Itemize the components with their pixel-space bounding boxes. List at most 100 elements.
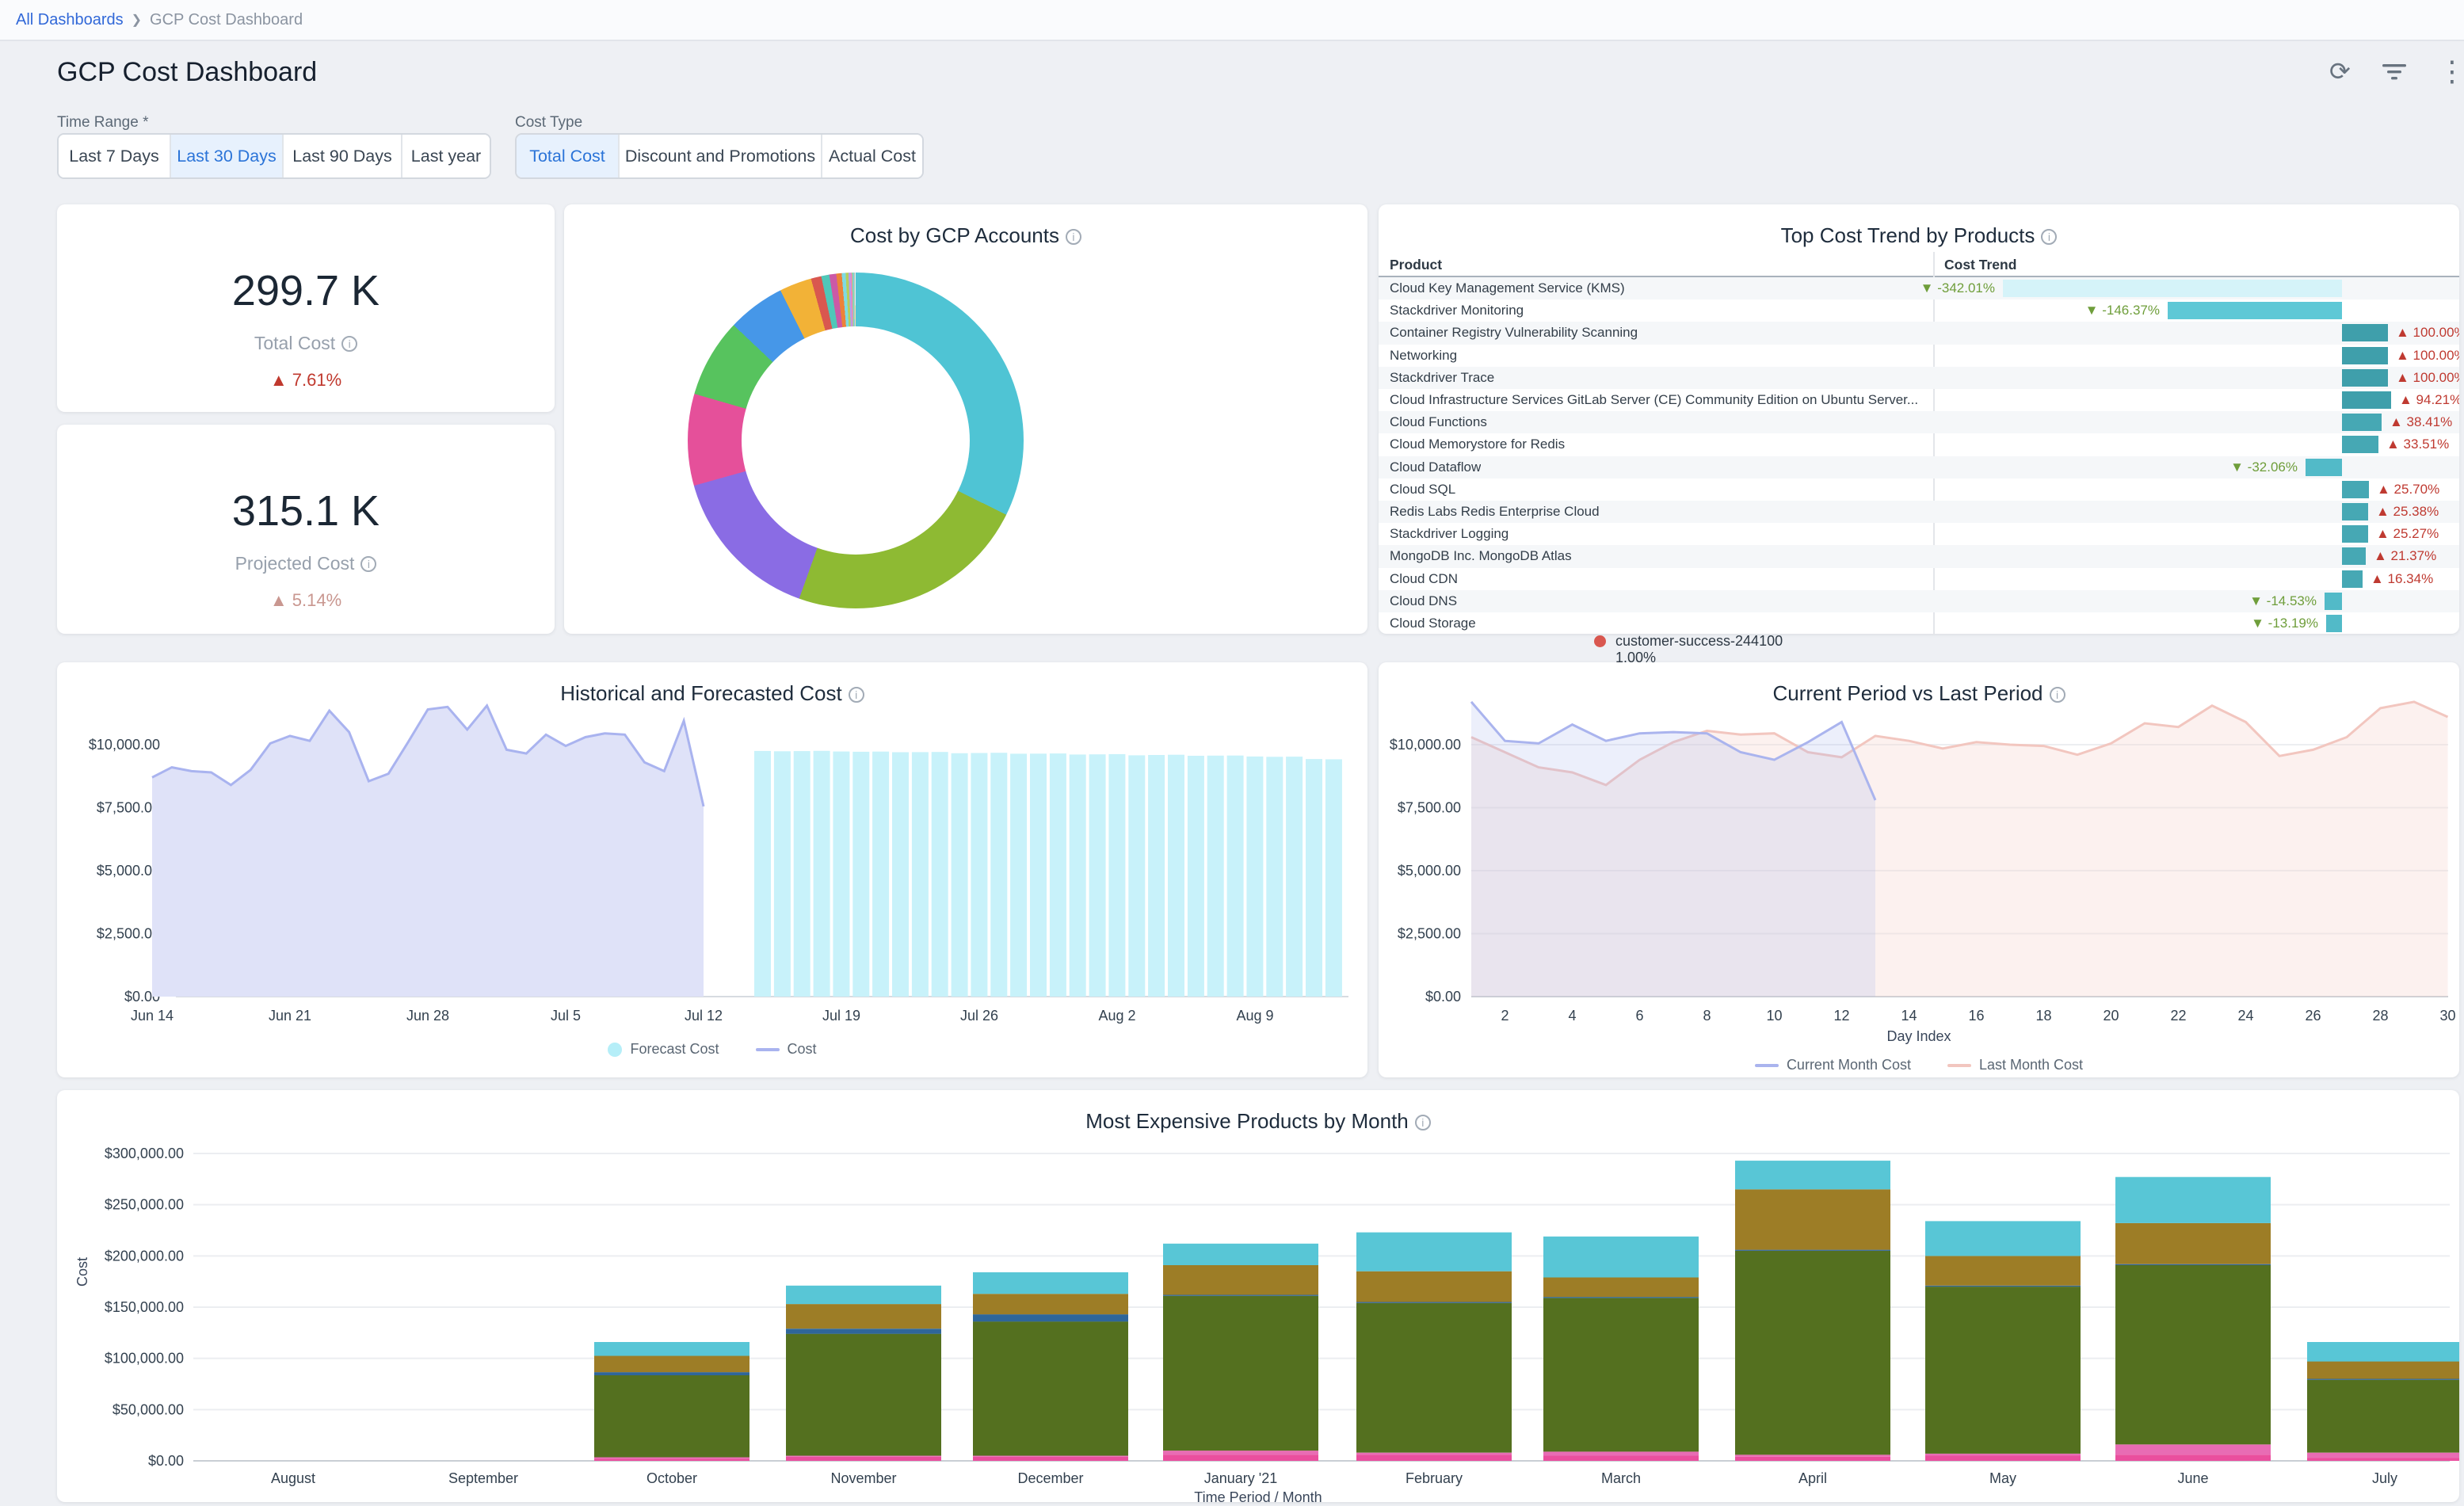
period-chart-legend: Current Month Cost Last Month Cost — [1379, 1057, 2459, 1073]
svg-text:November: November — [830, 1470, 896, 1486]
trend-bar — [2168, 302, 2342, 319]
filter-icon[interactable] — [2381, 59, 2408, 83]
svg-text:24: 24 — [2237, 1008, 2253, 1024]
projected-cost-delta: ▲ 5.14% — [57, 590, 555, 611]
table-row[interactable]: Container Registry Vulnerability Scannin… — [1379, 322, 2459, 344]
x-axis-label: Day Index — [1379, 1028, 2459, 1045]
svg-text:$0.00: $0.00 — [148, 1453, 184, 1469]
trend-bar — [2342, 324, 2388, 341]
info-icon[interactable]: i — [360, 556, 376, 572]
svg-text:April: April — [1798, 1470, 1827, 1486]
trend-bar — [2342, 547, 2366, 565]
trend-bar — [2342, 369, 2388, 387]
legend-dot — [1594, 635, 1606, 647]
table-row[interactable]: Cloud Key Management Service (KMS)▼ -342… — [1379, 277, 2459, 299]
svg-text:22: 22 — [2170, 1008, 2186, 1024]
top-cost-trend-card: Top Cost Trend by Productsi Product Cost… — [1379, 204, 2459, 634]
x-axis-label: Time Period / Month — [57, 1489, 2459, 1506]
legend-line — [756, 1048, 780, 1051]
table-row[interactable]: Cloud Infrastructure Services GitLab Ser… — [1379, 389, 2459, 411]
trend-percent: ▼ -146.37% — [2085, 303, 2160, 318]
svg-text:Jul 26: Jul 26 — [960, 1008, 998, 1024]
trend-percent: ▲ 25.70% — [2377, 482, 2439, 498]
page-title: GCP Cost Dashboard — [57, 57, 317, 88]
table-row[interactable]: Cloud SQL ▲ 25.70% — [1379, 478, 2459, 501]
table-row[interactable]: Stackdriver Monitoring▼ -146.37% — [1379, 299, 2459, 322]
legend-label: customer-success-244100 1.00% — [1615, 633, 1792, 665]
product-name: Cloud SQL — [1390, 482, 1455, 498]
table-row[interactable]: Cloud Functions▲ 38.41% — [1379, 411, 2459, 433]
column-header-product: Product — [1390, 257, 1442, 273]
svg-text:$5,000.00: $5,000.00 — [1398, 863, 1461, 879]
svg-text:20: 20 — [2103, 1008, 2119, 1024]
historical-forecast-chart[interactable]: $10,000.00$7,500.00$5,000.00$2,500.00$0.… — [57, 662, 1367, 1077]
product-name: Cloud Key Management Service (KMS) — [1390, 280, 1625, 296]
svg-text:12: 12 — [1833, 1008, 1849, 1024]
projected-cost-card: 315.1 K Projected Costi ▲ 5.14% — [57, 425, 555, 634]
svg-text:$0.00: $0.00 — [1425, 989, 1461, 1005]
time-range-group: Last 7 DaysLast 30 DaysLast 90 DaysLast … — [57, 133, 491, 179]
svg-text:$2,500.00: $2,500.00 — [1398, 926, 1461, 942]
table-row[interactable]: Cloud Memorystore for Redis▲ 33.51% — [1379, 433, 2459, 456]
cost-type-option-actual-cost[interactable]: Actual Cost — [821, 135, 922, 177]
product-name: Cloud Infrastructure Services GitLab Ser… — [1390, 392, 1918, 408]
table-row[interactable]: Cloud DNS▼ -14.53% — [1379, 590, 2459, 612]
svg-text:$300,000.00: $300,000.00 — [105, 1146, 184, 1161]
trend-bar — [2306, 459, 2342, 476]
svg-text:Jul 19: Jul 19 — [822, 1008, 860, 1024]
legend-current-month-cost[interactable]: Current Month Cost — [1755, 1057, 1911, 1073]
total-cost-value: 299.7 K — [57, 266, 555, 315]
cost-type-group: Total CostDiscount and PromotionsActual … — [515, 133, 924, 179]
trend-bar — [2003, 280, 2342, 297]
info-icon[interactable]: i — [341, 336, 357, 352]
legend-line — [1755, 1064, 1779, 1067]
info-icon[interactable]: i — [2041, 229, 2057, 245]
table-row[interactable]: Cloud Dataflow▼ -32.06% — [1379, 456, 2459, 478]
legend-cost[interactable]: Cost — [756, 1041, 817, 1058]
product-name: Container Registry Vulnerability Scannin… — [1390, 325, 1638, 341]
legend-forecast-cost[interactable]: Forecast Cost — [608, 1041, 719, 1058]
more-menu-icon[interactable]: ⋮ — [2438, 59, 2464, 84]
most-expensive-products-card: Most Expensive Products by Monthi $300,0… — [57, 1090, 2459, 1502]
legend-last-month-cost[interactable]: Last Month Cost — [1947, 1057, 2083, 1073]
product-name: Cloud Memorystore for Redis — [1390, 437, 1565, 452]
svg-text:10: 10 — [1766, 1008, 1782, 1024]
svg-text:$10,000.00: $10,000.00 — [1390, 737, 1461, 753]
svg-text:September: September — [448, 1470, 518, 1486]
trend-percent: ▲ 21.37% — [2374, 548, 2436, 564]
current-vs-last-chart[interactable]: $10,000.00$7,500.00$5,000.00$2,500.00$0.… — [1379, 662, 2459, 1077]
svg-text:$200,000.00: $200,000.00 — [105, 1248, 184, 1264]
svg-text:$50,000.00: $50,000.00 — [113, 1401, 184, 1417]
svg-text:Jun 14: Jun 14 — [131, 1008, 174, 1024]
monthly-stacked-bar-chart[interactable]: $300,000.00$250,000.00$200,000.00$150,00… — [57, 1090, 2459, 1502]
svg-text:$150,000.00: $150,000.00 — [105, 1299, 184, 1315]
svg-text:$100,000.00: $100,000.00 — [105, 1351, 184, 1367]
svg-text:14: 14 — [1901, 1008, 1917, 1024]
total-cost-label: Total Cost — [254, 333, 335, 353]
time-range-option-last-7-days[interactable]: Last 7 Days — [59, 135, 170, 177]
trend-bar — [2342, 525, 2368, 543]
projected-cost-value: 315.1 K — [57, 486, 555, 536]
cost-type-option-total-cost[interactable]: Total Cost — [517, 135, 618, 177]
cost-type-label: Cost Type — [515, 114, 582, 132]
cost-type-option-discount-and-promotions[interactable]: Discount and Promotions — [618, 135, 821, 177]
table-row[interactable]: MongoDB Inc. MongoDB Atlas▲ 21.37% — [1379, 545, 2459, 567]
table-row[interactable]: Stackdriver Trace▲ 100.00% — [1379, 367, 2459, 389]
table-row[interactable]: Stackdriver Logging▲ 25.27% — [1379, 523, 2459, 545]
legend-item-customer-success-244100[interactable]: customer-success-244100 1.00% — [1594, 633, 1792, 665]
info-icon[interactable]: i — [1066, 229, 1081, 245]
time-range-option-last-year[interactable]: Last year — [401, 135, 490, 177]
table-row[interactable]: Cloud Storage▼ -13.19% — [1379, 612, 2459, 634]
table-row[interactable]: Redis Labs Redis Enterprise Cloud▲ 25.38… — [1379, 501, 2459, 523]
time-range-option-last-90-days[interactable]: Last 90 Days — [282, 135, 401, 177]
time-range-option-last-30-days[interactable]: Last 30 Days — [170, 135, 282, 177]
trend-bar — [2326, 615, 2342, 632]
svg-text:28: 28 — [2372, 1008, 2388, 1024]
breadcrumb-link-all-dashboards[interactable]: All Dashboards — [16, 11, 124, 29]
refresh-icon[interactable]: ⟳ — [2329, 59, 2351, 84]
table-row[interactable]: Networking▲ 100.00% — [1379, 345, 2459, 367]
trend-percent: ▲ 100.00% — [2396, 370, 2459, 386]
product-name: Cloud Storage — [1390, 616, 1476, 631]
table-row[interactable]: Cloud CDN▲ 16.34% — [1379, 568, 2459, 590]
trend-bar — [2342, 414, 2382, 431]
